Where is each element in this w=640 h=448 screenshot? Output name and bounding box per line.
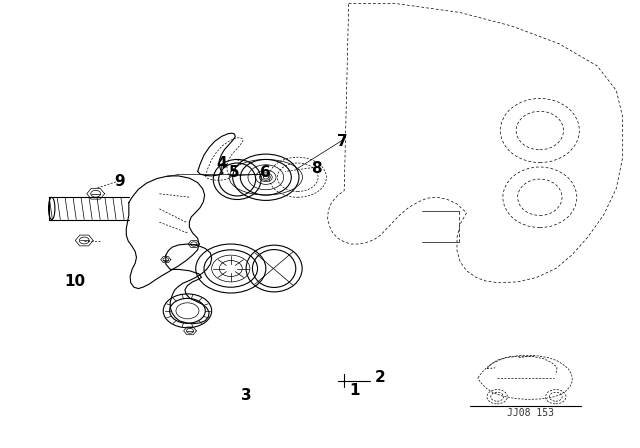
Text: JJ08 153: JJ08 153 [507,408,554,418]
Text: 1: 1 [350,383,360,398]
Text: 3: 3 [241,388,252,403]
Text: 9: 9 [114,174,125,189]
Text: 5: 5 [228,165,239,180]
Text: 6: 6 [260,165,271,180]
Text: 7: 7 [337,134,348,149]
Text: 2: 2 [375,370,386,385]
Text: 8: 8 [312,161,322,176]
Text: 10: 10 [64,274,85,289]
Text: 4: 4 [216,156,227,172]
